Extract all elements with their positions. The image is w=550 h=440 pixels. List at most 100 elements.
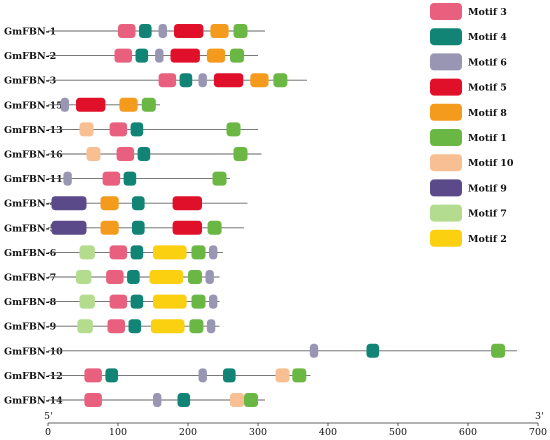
motif-box-motif-10	[275, 368, 290, 383]
legend-item-motif-10: Motif 10	[430, 154, 514, 172]
motif-box-motif-6	[198, 73, 207, 88]
motif-box-motif-6	[209, 245, 218, 260]
motif-box-motif-8	[100, 220, 119, 235]
gene-label: GmFBN-14	[4, 396, 63, 407]
legend-label: Motif 10	[468, 158, 514, 169]
motif-box-motif-1	[207, 220, 222, 235]
gene-label: GmFBN-2	[4, 51, 56, 62]
x-tick-label: 500	[389, 427, 407, 435]
motif-box-motif-3	[84, 393, 102, 407]
legend-label: Motif 7	[468, 209, 507, 220]
gene-label: GmFBN-6	[4, 248, 57, 259]
legend-swatch	[430, 53, 462, 71]
legend-item-motif-3: Motif 3	[430, 3, 507, 20]
motif-box-motif-4	[137, 147, 151, 161]
gene-label: GmFBN-4	[4, 199, 57, 210]
legend-label: Motif 6	[468, 57, 507, 68]
motif-box-motif-10	[230, 393, 244, 407]
motif-box-motif-1	[233, 24, 248, 38]
motif-box-motif-6	[155, 48, 164, 63]
motif-box-motif-4	[123, 171, 137, 186]
gene-label: GmFBN-10	[4, 346, 63, 357]
motif-box-motif-4	[132, 220, 145, 235]
motif-box-motif-6	[206, 319, 216, 334]
motif-box-motif-3	[106, 270, 124, 284]
x-tick-label: 300	[249, 427, 267, 435]
gene-row-gmfbn-9: GmFBN-9	[4, 319, 220, 334]
gene-row-gmfbn-13: GmFBN-13	[4, 122, 258, 137]
gene-row-gmfbn-8: GmFBN-8	[4, 294, 220, 309]
motif-box-motif-1	[212, 171, 227, 186]
motif-box-motif-8	[100, 196, 119, 211]
gene-label: GmFBN-3	[4, 76, 56, 87]
legend-item-motif-7: Motif 7	[430, 204, 507, 222]
motif-box-motif-8	[250, 73, 269, 88]
motif-box-motif-6	[60, 97, 69, 112]
motif-box-motif-7	[79, 245, 95, 260]
motif-box-motif-10	[79, 122, 94, 137]
axis-layer: 0 100 200 300 400 500 600 700 5' 3'	[44, 411, 547, 438]
motif-box-motif-4	[177, 393, 191, 407]
legend-label: Motif 4	[468, 32, 507, 43]
x-tick-label: 700	[529, 427, 547, 435]
motif-box-motif-1	[292, 368, 307, 383]
motif-box-motif-4	[130, 294, 144, 309]
gene-label: GmFBN-12	[4, 371, 63, 382]
legend-item-motif-5: Motif 5	[430, 78, 507, 96]
motif-box-motif-6	[205, 270, 214, 284]
motif-box-motif-5	[213, 73, 244, 88]
motif-box-motif-5	[76, 97, 106, 112]
motif-box-motif-8	[119, 97, 138, 112]
motif-box-motif-3	[102, 171, 121, 186]
motif-box-motif-3	[114, 48, 132, 63]
legend-swatch	[430, 3, 462, 20]
motif-box-motif-8	[206, 48, 226, 63]
gene-label: GmFBN-13	[4, 125, 63, 136]
legend-item-motif-1: Motif 1	[430, 129, 507, 146]
motif-box-motif-1	[230, 48, 244, 63]
legend-swatch	[430, 204, 462, 222]
motif-box-motif-2	[149, 270, 184, 284]
motif-box-motif-4	[130, 122, 144, 137]
gene-label: GmFBN-8	[4, 297, 57, 308]
gene-label: GmFBN-16	[4, 150, 63, 161]
motif-box-motif-8	[210, 24, 229, 38]
motif-box-motif-5	[170, 48, 200, 63]
motif-box-motif-7	[77, 319, 93, 334]
motif-box-motif-3	[84, 368, 102, 383]
motif-box-motif-3	[109, 245, 128, 260]
motif-box-motif-1	[244, 393, 258, 407]
legend-label: Motif 1	[468, 133, 507, 144]
motif-box-motif-1	[188, 270, 202, 284]
legend-swatch	[430, 103, 462, 121]
gene-row-gmfbn-6: GmFBN-6	[4, 245, 223, 260]
legend-swatch	[430, 179, 462, 197]
gene-row-gmfbn-3: GmFBN-3	[4, 73, 307, 88]
legend-item-motif-8: Motif 8	[430, 103, 507, 121]
gene-row-gmfbn-10: GmFBN-10	[4, 343, 517, 358]
legend-item-motif-2: Motif 2	[430, 229, 507, 247]
motif-box-motif-4	[105, 368, 118, 383]
motif-box-motif-5	[172, 220, 202, 235]
motif-box-motif-1	[233, 147, 248, 161]
gene-label: GmFBN-11	[4, 174, 63, 185]
motif-box-motif-9	[51, 220, 87, 235]
gene-row-gmfbn-4: GmFBN-4	[4, 196, 248, 211]
motif-box-motif-4	[135, 48, 149, 63]
x-tick-label: 200	[179, 427, 197, 435]
legend-label: Motif 3	[468, 7, 507, 18]
motif-box-motif-3	[109, 294, 128, 309]
gene-row-gmfbn-12: GmFBN-12	[4, 368, 311, 383]
gene-row-gmfbn-2: GmFBN-2	[4, 48, 258, 63]
gene-label: GmFBN-1	[4, 27, 56, 38]
legend-swatch	[430, 154, 462, 172]
genes-layer: GmFBN-1 GmFBN-2 GmFBN-3 GmFBN-15 GmFBN-13 GmF…	[4, 24, 517, 407]
motif-box-motif-2	[150, 319, 185, 334]
legend-swatch	[430, 129, 462, 146]
x-tick-label: 600	[459, 427, 477, 435]
motif-box-motif-6	[63, 171, 72, 186]
motif-box-motif-2	[153, 294, 187, 309]
legend-item-motif-9: Motif 9	[430, 179, 507, 197]
